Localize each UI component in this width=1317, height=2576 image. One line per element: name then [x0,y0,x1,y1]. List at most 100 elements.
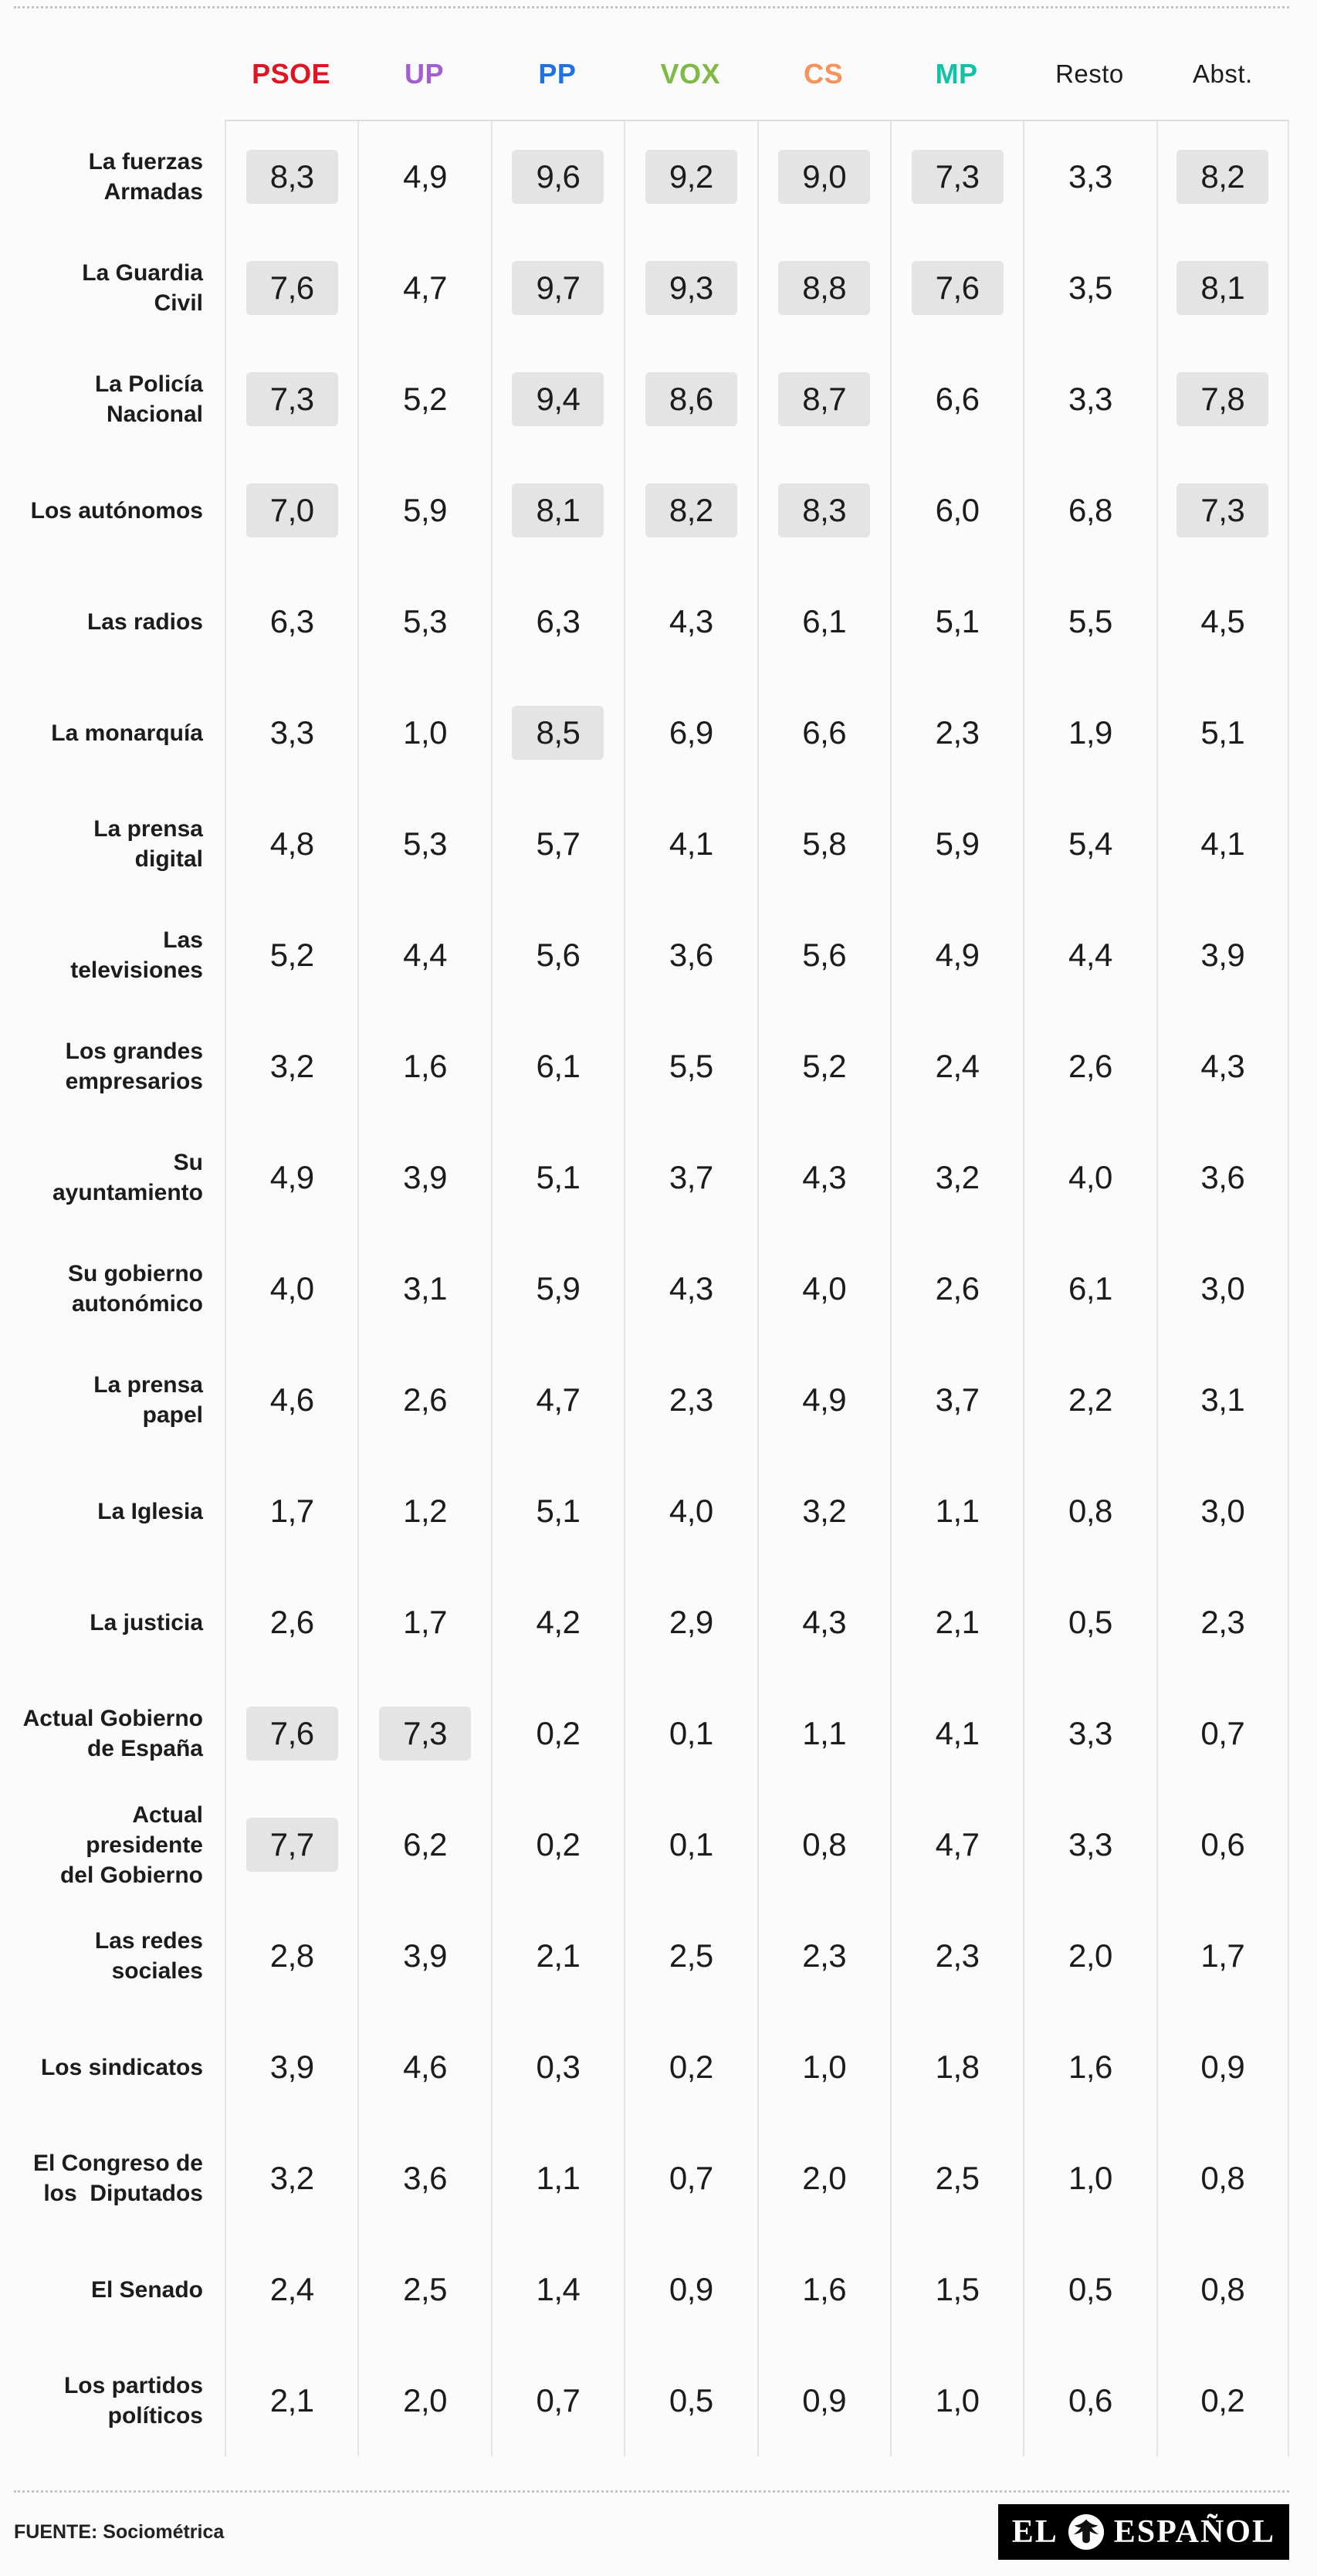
value: 4,9 [269,1159,314,1195]
value-cell: 2,6 [889,1233,1023,1344]
value: 5,3 [403,603,447,639]
value-cell: 2,0 [757,2123,890,2234]
value-cell: 0,8 [1156,2234,1289,2345]
value: 1,0 [935,2382,980,2418]
value-cell: 2,4 [225,2234,357,2345]
value: 5,9 [403,492,447,528]
value-cell: 4,0 [225,1233,357,1344]
row-label: La Iglesia [97,1498,203,1524]
value-cell: 2,5 [357,2234,490,2345]
value: 4,0 [802,1270,847,1307]
table-row: El Congreso de los Diputados 3,2 3,6 1,1 0,… [14,2123,1289,2234]
value: 3,1 [1200,1381,1245,1418]
value-cell: 8,7 [757,344,890,455]
value-cell: 3,1 [1156,1344,1289,1456]
table-row: La Policía Nacional 7,3 5,2 9,4 8,6 8,7 6,6 3,… [14,344,1289,455]
value-cell: 1,1 [757,1678,890,1789]
value: 9,7 [512,261,604,315]
value: 0,9 [1200,2049,1245,2085]
value-cell: 1,0 [1023,2123,1156,2234]
value-cell: 0,7 [490,2345,624,2456]
top-dotted-divider [14,6,1289,8]
table-row: Los sindicatos 3,9 4,6 0,3 0,2 1,0 1,8 1,6 0,9 [14,2012,1289,2123]
value-cell: 5,3 [357,566,490,677]
value-cell: 1,8 [889,2012,1023,2123]
value: 3,7 [935,1381,980,1418]
value-cell: 4,7 [889,1789,1023,1900]
value: 6,0 [935,492,980,528]
value: 6,2 [403,1826,447,1863]
value-cell: 3,3 [1023,121,1156,232]
value: 8,7 [778,372,871,426]
table-row: La prensa papel 4,6 2,6 4,7 2,3 4,9 3,7 2,2 3,1 [14,1344,1289,1456]
value-cell: 2,3 [889,677,1023,788]
value: 3,0 [1200,1493,1245,1529]
value: 8,1 [512,483,604,537]
column-header-resto: Resto [1023,29,1156,121]
value: 5,1 [536,1159,581,1195]
value-cell: 1,7 [357,1567,490,1678]
value: 2,4 [269,2271,314,2307]
value: 5,6 [802,937,847,973]
value: 7,3 [911,150,1004,204]
value-cell: 5,9 [357,455,490,566]
value: 2,3 [935,1937,980,1974]
value-cell: 4,1 [889,1678,1023,1789]
value: 2,5 [403,2271,447,2307]
value: 6,9 [669,714,713,751]
value-cell: 3,3 [225,677,357,788]
footer: FUENTE: Sociométrica EL ESPAÑOL [14,2493,1289,2576]
value: 5,5 [669,1048,713,1084]
value-cell: 3,9 [357,1122,490,1233]
value: 4,7 [935,1826,980,1863]
value-cell: 1,6 [757,2234,890,2345]
value: 4,1 [669,825,713,862]
table-row: Las radios 6,3 5,3 6,3 4,3 6,1 5,1 5,5 4,5 [14,566,1289,677]
value-cell: 4,9 [889,900,1023,1011]
value: 2,3 [802,1937,847,1974]
value: 2,1 [536,1937,581,1974]
row-label: La Guardia Civil [82,260,203,316]
value-cell: 2,8 [225,1900,357,2012]
row-label: La justicia [90,1609,203,1635]
row-label: La fuerzas Armadas [88,149,203,205]
value: 1,1 [802,1715,847,1751]
value: 0,8 [1200,2160,1245,2196]
value-cell: 7,6 [225,1678,357,1789]
value: 3,9 [403,1159,447,1195]
value: 2,1 [935,1604,980,1640]
value: 1,4 [536,2271,581,2307]
value-cell: 4,7 [490,1344,624,1456]
value: 0,6 [1068,2382,1112,2418]
value: 7,6 [911,261,1004,315]
value: 4,3 [669,603,713,639]
value: 2,0 [802,2160,847,2196]
value: 7,7 [245,1818,338,1872]
value-cell: 6,1 [490,1011,624,1122]
value: 0,5 [1068,1604,1112,1640]
value-cell: 7,3 [1156,455,1289,566]
value-cell: 3,6 [1156,1122,1289,1233]
value: 6,1 [802,603,847,639]
value-cell: 6,2 [357,1789,490,1900]
value: 6,6 [935,381,980,417]
value-cell: 2,3 [624,1344,757,1456]
value-cell: 4,0 [757,1233,890,1344]
value-cell: 5,2 [357,344,490,455]
value-cell: 8,2 [624,455,757,566]
value-cell: 6,3 [225,566,357,677]
value-cell: 0,1 [624,1789,757,1900]
value-cell: 6,0 [889,455,1023,566]
value: 4,3 [669,1270,713,1307]
value: 5,6 [536,937,581,973]
value: 3,1 [403,1270,447,1307]
value: 3,3 [1068,158,1112,195]
value-cell: 8,3 [757,455,890,566]
row-label: Las radios [86,608,203,635]
value: 4,9 [403,158,447,195]
value: 7,3 [245,372,338,426]
value-cell: 4,4 [357,900,490,1011]
value: 2,6 [1068,1048,1112,1084]
value: 3,9 [1200,937,1245,973]
value: 2,2 [1068,1381,1112,1418]
